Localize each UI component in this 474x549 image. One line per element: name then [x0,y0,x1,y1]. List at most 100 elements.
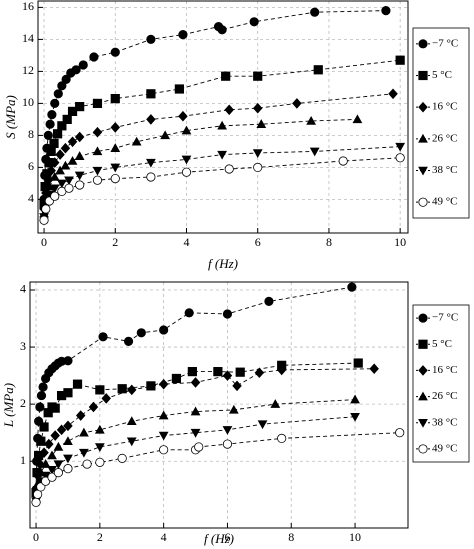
marker [45,119,55,129]
marker [95,457,105,467]
marker [277,433,287,443]
marker [276,364,287,376]
marker [395,428,405,438]
marker [47,450,57,460]
marker [74,131,85,143]
series-line [35,286,352,490]
marker [41,204,51,214]
marker [101,393,111,404]
marker [46,165,56,176]
legend-marker [418,444,428,454]
marker [190,428,201,438]
marker [309,147,320,157]
marker [158,378,169,390]
marker [47,110,57,120]
marker [60,142,71,154]
marker [221,71,231,81]
marker [181,125,192,135]
marker [60,160,71,170]
legend-box [412,27,470,219]
marker [158,431,169,441]
marker [39,447,49,458]
marker [53,468,63,478]
y-axis-title: L (MPa) [1,383,16,428]
marker [78,60,88,70]
marker [89,52,99,62]
marker [110,143,121,152]
marker [110,94,120,104]
x-tick-label: 8 [326,235,332,249]
legend-marker [418,101,428,113]
marker [49,138,59,148]
marker [146,114,156,125]
marker [306,115,317,125]
marker [136,328,146,338]
marker [159,445,169,455]
marker [75,410,86,421]
marker [190,377,201,388]
marker [350,412,360,422]
marker [178,29,188,40]
marker [62,114,72,124]
marker [253,71,263,81]
marker [94,443,105,452]
marker [38,382,48,392]
marker [53,89,63,99]
marker [55,149,65,160]
y-tick-label: 8 [28,127,34,141]
marker [63,420,73,432]
marker [146,172,156,182]
marker [395,55,405,65]
x-axis-title: f (Hz) [204,531,234,546]
marker [222,439,233,449]
marker [64,183,74,193]
x-tick-label: 6 [255,235,261,249]
marker [160,130,171,140]
marker [313,65,323,75]
y-tick-label: 4 [28,191,34,205]
marker [264,296,274,307]
marker [146,34,156,45]
marker [75,102,85,112]
y-tick-label: 4 [20,282,26,296]
y-tick-label: 14 [22,31,34,45]
marker [395,142,406,152]
marker [217,150,227,160]
marker [388,88,398,100]
marker [57,121,67,131]
marker [61,74,71,85]
marker [53,441,64,451]
marker [224,104,234,116]
plot-frame [29,281,409,529]
marker [126,416,137,426]
marker [270,399,281,408]
marker [352,114,363,124]
x-tick-label: 2 [112,235,118,249]
marker [159,325,169,335]
marker [126,437,137,447]
marker [256,119,267,128]
legend-label: 16 °C [432,364,458,376]
legend-label: 26 °C [432,390,458,402]
marker [92,126,103,138]
marker [47,472,57,482]
marker [79,448,89,458]
marker [217,120,227,130]
marker [40,459,51,468]
legend-marker [418,39,428,49]
marker [181,155,192,165]
marker [190,406,201,416]
marker [57,81,67,91]
marker [353,358,363,368]
marker [67,155,78,165]
marker [88,401,99,413]
marker [222,370,233,381]
legend-label: 16 °C [432,101,458,113]
marker [369,363,379,375]
marker [44,438,54,450]
marker [50,157,60,168]
legend-label: 38 °C [432,416,458,428]
y-tick-label: 12 [22,63,34,77]
marker [117,453,127,463]
